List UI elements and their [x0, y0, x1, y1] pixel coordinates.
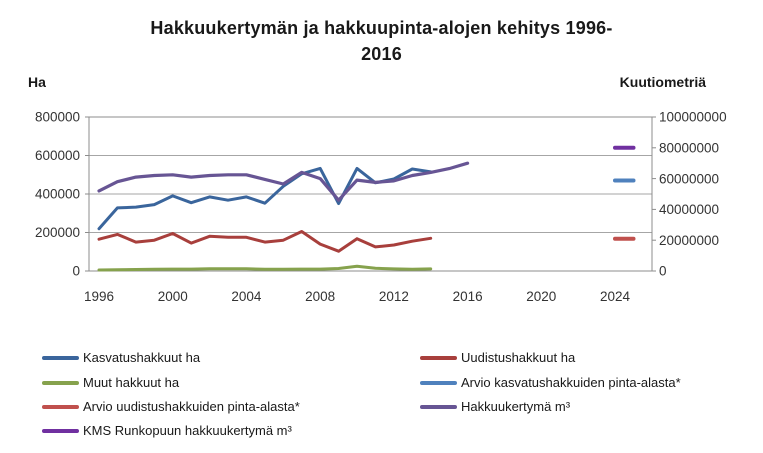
left-axis-tick-label: 600000: [35, 148, 80, 163]
right-axis-tick-label: 0: [659, 264, 667, 279]
x-axis-tick-label: 2008: [305, 289, 335, 304]
right-axis-tick-label: 20000000: [659, 233, 719, 248]
x-axis-tick-label: 2016: [453, 289, 483, 304]
x-axis-tick-label: 2000: [158, 289, 188, 304]
series-line-hakkuukertyma-m3: [97, 161, 470, 202]
series-line-uudistushakkuut-ha: [97, 230, 433, 253]
x-axis-tick-label: 1996: [84, 289, 114, 304]
series-line-muut-hakkuut-ha: [97, 264, 433, 272]
right-axis-tick-label: 40000000: [659, 202, 719, 217]
right-axis-tick-label: 100000000: [659, 110, 727, 125]
right-axis-tick-label: 80000000: [659, 141, 719, 156]
left-axis-tick-label: 400000: [35, 187, 80, 202]
x-axis-tick-label: 2004: [231, 289, 262, 304]
left-axis-tick-label: 0: [72, 264, 80, 279]
chart-title-line-1: Hakkuukertymän ja hakkuupinta-alojen keh…: [150, 18, 613, 38]
x-axis-tick-label: 2024: [600, 289, 631, 304]
right-axis-unit-label: Kuutiometriä: [619, 74, 706, 90]
right-axis-tick-label: 60000000: [659, 171, 719, 186]
x-axis-tick-label: 2020: [526, 289, 556, 304]
chart-title-line-2: 2016: [361, 44, 402, 64]
left-axis-tick-label: 800000: [35, 110, 80, 125]
left-axis-tick-label: 200000: [35, 225, 80, 240]
left-axis-unit-label: Ha: [28, 74, 46, 90]
chart-title: Hakkuukertymän ja hakkuupinta-alojen keh…: [0, 15, 763, 67]
x-axis-tick-label: 2012: [379, 289, 409, 304]
